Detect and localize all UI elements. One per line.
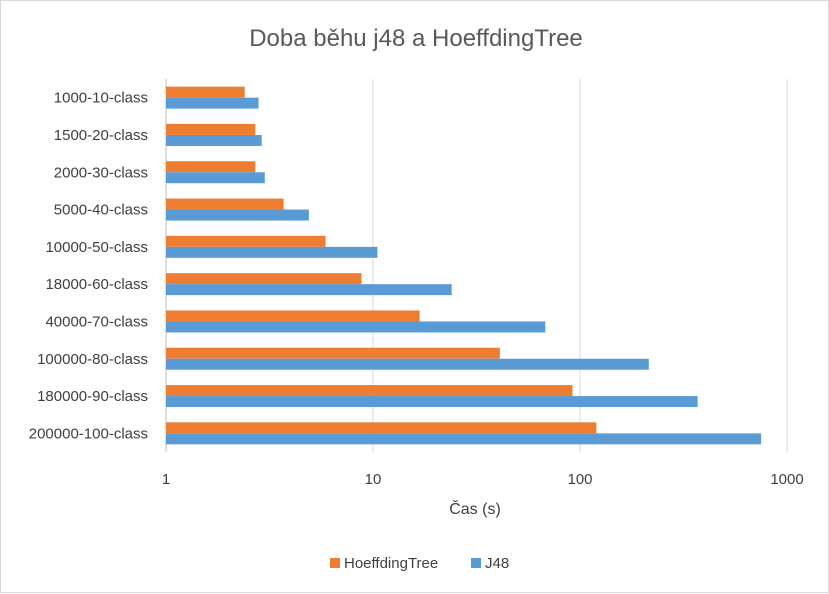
bar-j48-5000-40-class <box>166 209 309 221</box>
category-labels: 1000-10-class 1500-20-class 2000-30-class 5… <box>29 90 148 443</box>
bar-j48-40000-70-class <box>166 321 546 333</box>
category-label: 200000-100-class <box>29 425 148 442</box>
bar-hoeffdingtree-40000-70-class <box>166 310 420 322</box>
category-label: 1500-20-class <box>54 127 148 144</box>
bar-j48-180000-90-class <box>166 396 698 408</box>
category-label: 5000-40-class <box>54 202 148 219</box>
bars-layer <box>166 86 762 445</box>
legend-swatch-j48 <box>471 558 481 568</box>
tick-label-1000: 1000 <box>770 471 803 488</box>
x-axis-title: Čas (s) <box>449 499 501 518</box>
bar-hoeffdingtree-18000-60-class <box>166 273 362 285</box>
bar-j48-100000-80-class <box>166 358 649 370</box>
tick-labels: 1 10 100 1000 <box>162 471 804 488</box>
chart-title: Doba běhu j48 a HoeffdingTree <box>249 25 583 52</box>
bar-j48-10000-50-class <box>166 246 378 258</box>
tick-label-100: 100 <box>567 471 592 488</box>
legend: HoeffdingTree J48 <box>330 555 509 572</box>
bar-hoeffdingtree-1000-10-class <box>166 86 245 98</box>
legend-label-hoeffdingtree: HoeffdingTree <box>344 555 438 572</box>
category-label: 2000-30-class <box>54 164 148 181</box>
bar-hoeffdingtree-200000-100-class <box>166 422 597 434</box>
category-label: 180000-90-class <box>37 388 148 405</box>
bar-hoeffdingtree-1500-20-class <box>166 123 256 135</box>
bar-hoeffdingtree-2000-30-class <box>166 161 256 173</box>
bar-hoeffdingtree-10000-50-class <box>166 235 326 247</box>
bar-j48-1500-20-class <box>166 134 262 146</box>
category-label: 40000-70-class <box>45 313 148 330</box>
bar-j48-200000-100-class <box>166 433 762 445</box>
bar-j48-18000-60-class <box>166 284 452 296</box>
legend-swatch-hoeffdingtree <box>330 558 340 568</box>
bar-j48-2000-30-class <box>166 172 265 184</box>
bar-j48-1000-10-class <box>166 97 259 109</box>
tick-label-1: 1 <box>162 471 170 488</box>
category-label: 100000-80-class <box>37 351 148 368</box>
tick-label-10: 10 <box>365 471 382 488</box>
category-label: 1000-10-class <box>54 90 148 107</box>
legend-label-j48: J48 <box>485 555 509 572</box>
bar-hoeffdingtree-5000-40-class <box>166 198 284 210</box>
bar-hoeffdingtree-180000-90-class <box>166 385 573 397</box>
bar-hoeffdingtree-100000-80-class <box>166 347 500 359</box>
category-label: 10000-50-class <box>45 239 148 256</box>
category-label: 18000-60-class <box>45 276 148 293</box>
